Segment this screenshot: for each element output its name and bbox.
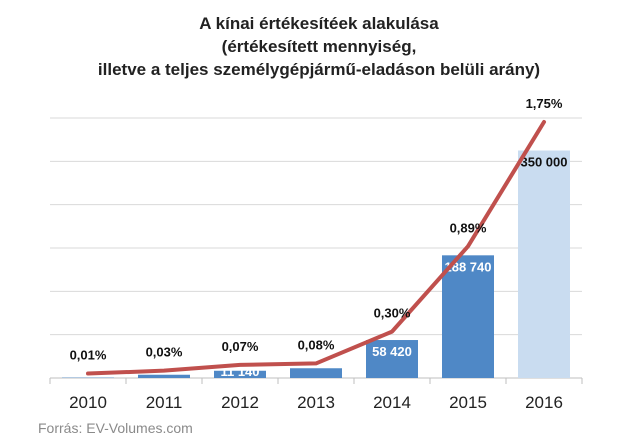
chart-title: A kínai értékesítéek alakulása (199, 14, 439, 33)
bar-2015 (442, 255, 494, 378)
bar-value-label: 188 740 (445, 259, 492, 274)
bar-2011 (138, 374, 190, 378)
chart-title-block: A kínai értékesítéek alakulása (értékesí… (0, 12, 638, 81)
chart-subtitle-line-2: illetve a teljes személygépjármű-eladáso… (97, 60, 541, 79)
x-tick-label: 2014 (373, 393, 411, 412)
bar-value-label: 58 420 (372, 344, 412, 359)
share-line (86, 120, 546, 376)
bar-2016 (518, 150, 570, 378)
share-label: 0,89% (450, 220, 487, 235)
bar-value-label: 11 140 (220, 364, 259, 379)
source-note: Forrás: EV-Volumes.com (38, 420, 193, 436)
share-label: 0,30% (374, 306, 411, 321)
bar-2013 (290, 368, 342, 378)
x-tick-label: 2015 (449, 393, 487, 412)
chart-subtitle-line-1: (értékesített mennyiség, (221, 37, 417, 56)
bar-2012 (214, 370, 266, 378)
x-tick-label: 2011 (146, 393, 183, 412)
x-tick-label: 2010 (69, 393, 107, 412)
x-tick-label: 2013 (297, 393, 335, 412)
share-label: 1,75% (526, 96, 563, 111)
share-label: 0,03% (146, 345, 183, 360)
bar-2014 (366, 340, 418, 378)
bar-value-label: 350 000 (521, 155, 568, 170)
share-label: 0,08% (298, 337, 335, 352)
x-tick-label: 2016 (525, 393, 563, 412)
x-tick-label: 2012 (221, 393, 259, 412)
share-label: 0,01% (70, 348, 107, 363)
share-label: 0,07% (222, 339, 259, 354)
